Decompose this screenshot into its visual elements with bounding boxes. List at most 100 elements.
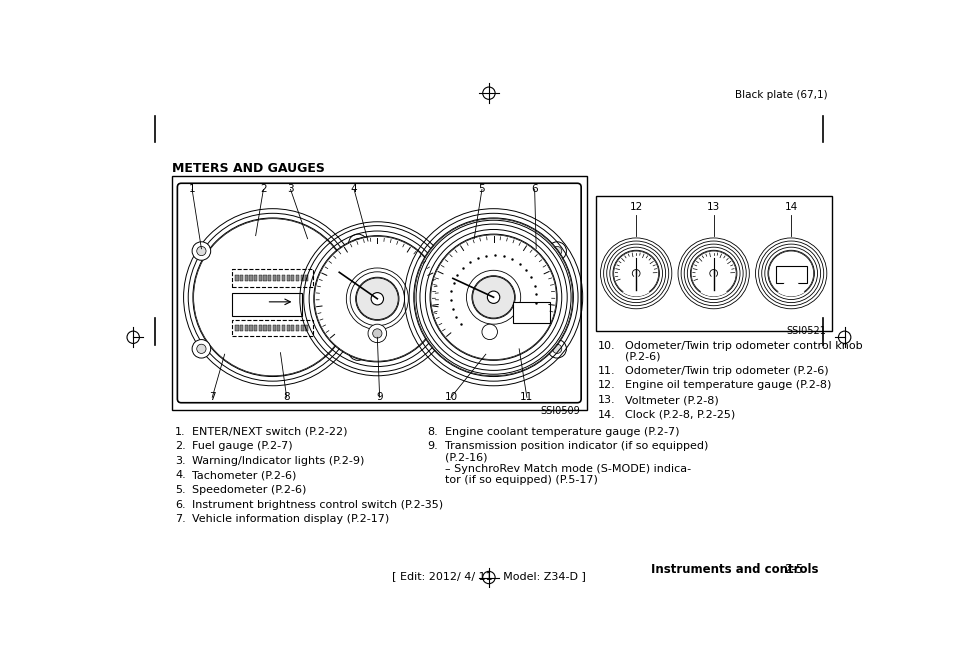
Bar <box>253 325 257 331</box>
Text: 3: 3 <box>287 184 294 194</box>
Bar <box>282 325 285 331</box>
Circle shape <box>691 251 736 295</box>
Bar <box>305 325 308 331</box>
Bar <box>291 325 294 331</box>
Bar <box>295 275 298 281</box>
Circle shape <box>353 346 362 356</box>
Text: SSI0509: SSI0509 <box>540 406 579 416</box>
Circle shape <box>415 219 572 375</box>
Bar <box>268 325 271 331</box>
Bar <box>300 325 303 331</box>
Text: 5: 5 <box>478 184 485 194</box>
Text: Instruments and controls: Instruments and controls <box>650 563 818 576</box>
Circle shape <box>552 344 561 354</box>
Text: 14: 14 <box>783 202 797 212</box>
Circle shape <box>193 219 352 375</box>
Bar <box>775 266 806 283</box>
Bar <box>273 275 275 281</box>
Text: tor (if so equipped) (P.5-17): tor (if so equipped) (P.5-17) <box>444 475 597 485</box>
Bar <box>273 325 275 331</box>
Bar <box>295 325 298 331</box>
Bar <box>277 275 280 281</box>
Wedge shape <box>700 274 726 297</box>
Text: 6: 6 <box>531 184 537 194</box>
Text: Speedometer (P.2-6): Speedometer (P.2-6) <box>192 485 306 495</box>
Circle shape <box>368 324 386 342</box>
Text: 9.: 9. <box>427 442 438 451</box>
Text: 14.: 14. <box>597 410 615 420</box>
Text: Engine oil temperature gauge (P.2-8): Engine oil temperature gauge (P.2-8) <box>624 380 830 391</box>
Circle shape <box>768 251 813 295</box>
Bar <box>286 325 290 331</box>
Bar <box>172 176 586 410</box>
Text: Fuel gauge (P.2-7): Fuel gauge (P.2-7) <box>192 442 293 451</box>
Text: 8.: 8. <box>427 426 438 436</box>
Bar <box>235 275 238 281</box>
Text: Odometer/Twin trip odometer control knob: Odometer/Twin trip odometer control knob <box>624 341 862 351</box>
Circle shape <box>431 235 556 360</box>
Bar <box>277 325 280 331</box>
Circle shape <box>348 342 367 360</box>
Text: 1: 1 <box>189 184 195 194</box>
Text: Clock (P.2-8, P.2-25): Clock (P.2-8, P.2-25) <box>624 410 734 420</box>
Bar <box>268 275 271 281</box>
Circle shape <box>353 239 362 248</box>
Bar <box>263 275 266 281</box>
Circle shape <box>472 276 514 318</box>
Text: 12: 12 <box>629 202 642 212</box>
Text: 7: 7 <box>209 393 215 403</box>
Wedge shape <box>622 274 649 297</box>
Bar <box>240 325 243 331</box>
Text: Tachometer (P.2-6): Tachometer (P.2-6) <box>192 471 296 481</box>
Bar <box>245 325 248 331</box>
Text: 1.: 1. <box>174 426 186 436</box>
Text: Warning/Indicator lights (P.2-9): Warning/Indicator lights (P.2-9) <box>192 456 364 466</box>
Text: 8: 8 <box>283 393 290 403</box>
Text: SSI0521: SSI0521 <box>785 327 825 336</box>
Bar <box>282 275 285 281</box>
Text: METERS AND GAUGES: METERS AND GAUGES <box>172 163 324 175</box>
Text: Voltmeter (P.2-8): Voltmeter (P.2-8) <box>624 395 718 405</box>
Circle shape <box>709 270 717 277</box>
Bar <box>513 302 550 323</box>
Text: ENTER/NEXT switch (P.2-22): ENTER/NEXT switch (P.2-22) <box>192 426 347 436</box>
Circle shape <box>192 340 211 358</box>
Text: Odometer/Twin trip odometer (P.2-6): Odometer/Twin trip odometer (P.2-6) <box>624 366 827 375</box>
Text: 13: 13 <box>706 202 720 212</box>
Bar <box>263 325 266 331</box>
Text: 2.: 2. <box>174 442 186 451</box>
Bar <box>245 275 248 281</box>
Circle shape <box>371 293 383 305</box>
Bar <box>300 275 303 281</box>
Circle shape <box>196 247 206 256</box>
Bar <box>249 325 253 331</box>
Text: 2: 2 <box>260 184 267 194</box>
Circle shape <box>196 344 206 354</box>
Circle shape <box>314 237 439 361</box>
Text: 9: 9 <box>375 393 382 403</box>
Text: Transmission position indicator (if so equipped): Transmission position indicator (if so e… <box>444 442 707 451</box>
Bar <box>233 321 313 336</box>
Bar <box>235 325 238 331</box>
Bar <box>233 293 302 317</box>
Text: Vehicle information display (P.2-17): Vehicle information display (P.2-17) <box>192 514 389 524</box>
Circle shape <box>487 291 499 303</box>
Text: Black plate (67,1): Black plate (67,1) <box>735 90 827 100</box>
Circle shape <box>632 270 639 277</box>
Text: 6.: 6. <box>174 500 186 510</box>
Text: – SynchroRev Match mode (S-MODE) indica-: – SynchroRev Match mode (S-MODE) indica- <box>444 463 690 473</box>
Bar <box>596 196 831 331</box>
Text: 10: 10 <box>444 393 457 403</box>
Bar <box>258 325 261 331</box>
Text: 3.: 3. <box>174 456 186 466</box>
Bar <box>249 275 253 281</box>
Circle shape <box>547 242 566 260</box>
Text: [ Edit: 2012/ 4/ 11   Model: Z34-D ]: [ Edit: 2012/ 4/ 11 Model: Z34-D ] <box>392 571 585 581</box>
Text: 10.: 10. <box>597 341 615 351</box>
Bar <box>291 275 294 281</box>
Text: (P.2-16): (P.2-16) <box>444 452 487 463</box>
Bar <box>286 275 290 281</box>
Circle shape <box>348 234 367 253</box>
Bar <box>258 275 261 281</box>
Bar <box>240 275 243 281</box>
